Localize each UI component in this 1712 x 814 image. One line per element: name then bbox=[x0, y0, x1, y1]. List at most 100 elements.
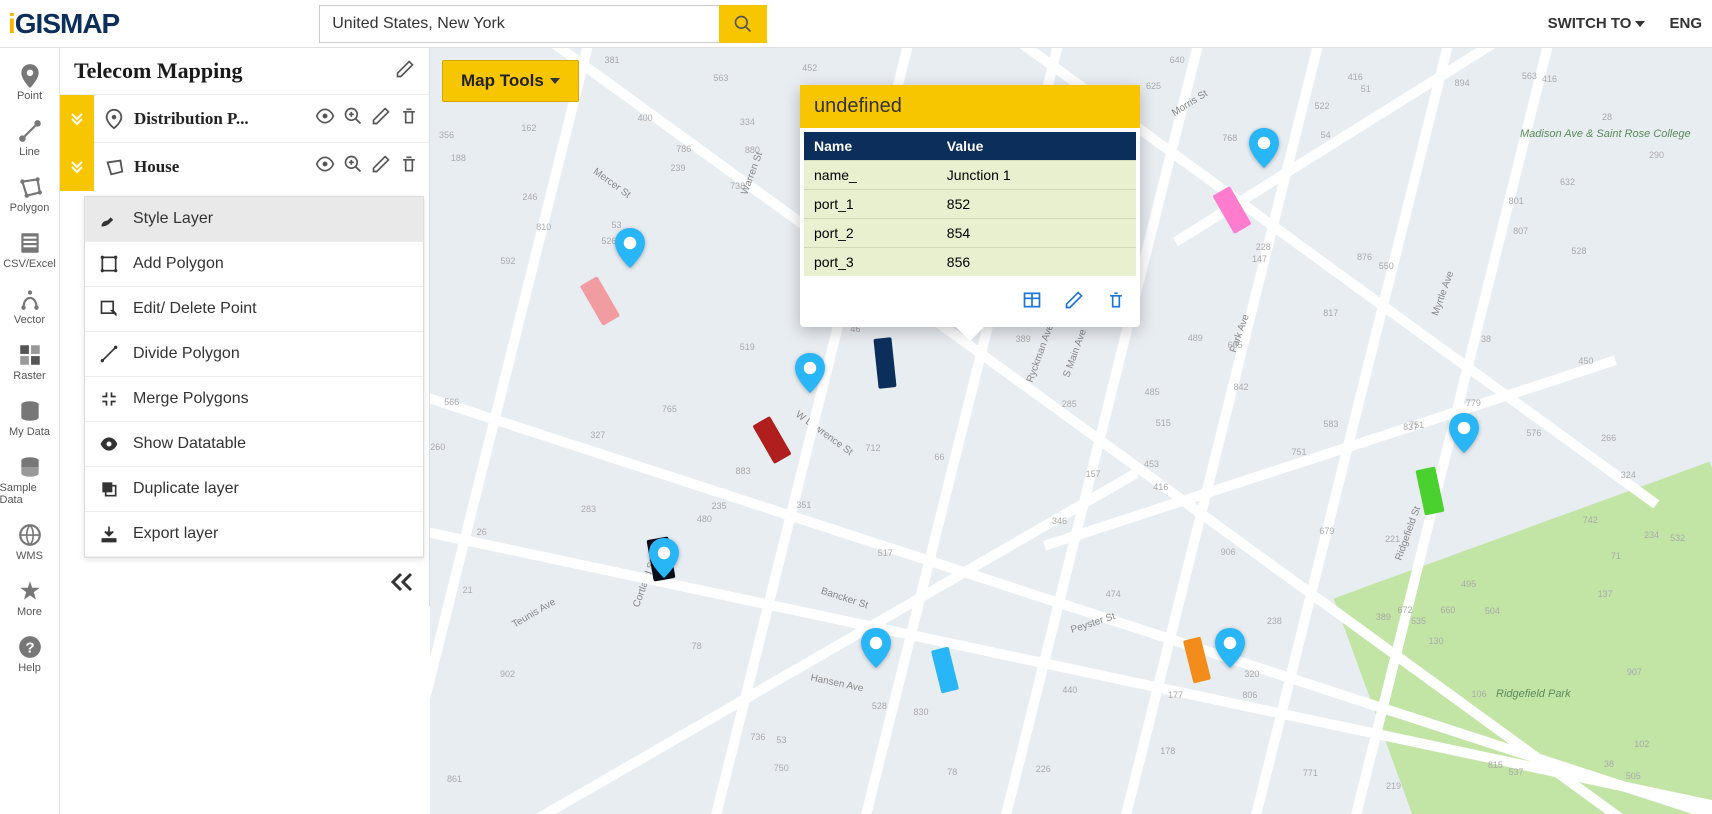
layer-zoom-button[interactable] bbox=[343, 106, 363, 131]
road-label: Teunis Ave bbox=[510, 597, 557, 631]
panel-collapse-button[interactable] bbox=[60, 558, 429, 606]
pin-icon bbox=[649, 538, 679, 578]
chevron-double-down-icon bbox=[69, 111, 85, 127]
tool-help[interactable]: ?Help bbox=[0, 628, 60, 680]
search-input[interactable] bbox=[319, 5, 719, 43]
tool-line[interactable]: Line bbox=[0, 112, 60, 164]
lot-number: 285 bbox=[1062, 399, 1077, 409]
brand-logo[interactable]: iGISMAP bbox=[8, 8, 119, 40]
layer-name[interactable]: Distribution P... bbox=[134, 109, 315, 129]
layer-visibility-button[interactable] bbox=[315, 106, 335, 131]
tool-csv[interactable]: CSV/Excel bbox=[0, 224, 60, 276]
lot-number: 137 bbox=[1598, 589, 1613, 599]
map-pin[interactable] bbox=[649, 538, 679, 578]
layer-delete-button[interactable] bbox=[399, 106, 419, 131]
lot-number: 162 bbox=[521, 123, 536, 133]
lot-number: 550 bbox=[1379, 261, 1394, 271]
tool-vector[interactable]: Vector bbox=[0, 280, 60, 332]
road-label: Ryckman Ave bbox=[1025, 323, 1056, 384]
lot-number: 235 bbox=[712, 501, 727, 511]
tool-wms[interactable]: WMS bbox=[0, 516, 60, 568]
map-pin[interactable] bbox=[795, 353, 825, 393]
pin-icon bbox=[615, 228, 645, 268]
language-link[interactable]: ENG bbox=[1669, 15, 1702, 32]
lot-number: 320 bbox=[1244, 669, 1259, 679]
lot-number: 324 bbox=[1621, 470, 1636, 480]
map-pin[interactable] bbox=[1449, 413, 1479, 453]
tool-polygon[interactable]: Polygon bbox=[0, 168, 60, 220]
sample-icon bbox=[17, 454, 43, 480]
lot-number: 450 bbox=[1578, 356, 1593, 366]
csv-icon bbox=[17, 230, 43, 256]
layer-visibility-button[interactable] bbox=[315, 154, 335, 179]
switch-to-link[interactable]: SWITCH TO bbox=[1548, 15, 1646, 32]
lot-number: 495 bbox=[1461, 579, 1476, 589]
table-icon bbox=[1022, 290, 1042, 310]
ctx-style[interactable]: Style Layer bbox=[85, 197, 423, 242]
layer-expand-button[interactable] bbox=[60, 95, 94, 143]
lot-number: 504 bbox=[1485, 606, 1500, 616]
tool-mydata[interactable]: My Data bbox=[0, 392, 60, 444]
lot-number: 817 bbox=[1323, 308, 1338, 318]
more-icon bbox=[17, 578, 43, 604]
lot-number: 861 bbox=[447, 774, 462, 784]
point-icon bbox=[17, 62, 43, 88]
popup-cell-key: port_3 bbox=[804, 248, 937, 277]
ctx-addpoly[interactable]: Add Polygon bbox=[85, 242, 423, 287]
lot-number: 416 bbox=[1153, 482, 1168, 492]
ctx-export[interactable]: Export layer bbox=[85, 512, 423, 557]
tool-more[interactable]: More bbox=[0, 572, 60, 624]
layer-name[interactable]: House bbox=[134, 157, 315, 177]
map-canvas[interactable]: Mercer StW Lawrence StBancker StWarren S… bbox=[430, 48, 1712, 814]
lot-number: 260 bbox=[430, 442, 445, 452]
left-toolbar: Point Line PolygonCSV/ExcelVectorRasterMy … bbox=[0, 48, 60, 814]
tool-point[interactable]: Point bbox=[0, 56, 60, 108]
ctx-merge[interactable]: Merge Polygons bbox=[85, 377, 423, 422]
tool-label: Line bbox=[19, 146, 40, 158]
layer-zoom-button[interactable] bbox=[343, 154, 363, 179]
lot-number: 130 bbox=[1429, 636, 1444, 646]
popup-delete-button[interactable] bbox=[1106, 290, 1126, 315]
map-pin[interactable] bbox=[861, 628, 891, 668]
ctx-editpt[interactable]: Edit/ Delete Point bbox=[85, 287, 423, 332]
lot-number: 765 bbox=[662, 404, 677, 414]
popup-edit-button[interactable] bbox=[1064, 290, 1084, 315]
lot-number: 480 bbox=[697, 514, 712, 524]
lot-number: 807 bbox=[1513, 226, 1528, 236]
layer-edit-button[interactable] bbox=[371, 154, 391, 179]
layer-edit-button[interactable] bbox=[371, 106, 391, 131]
road-label: Myrtle Ave bbox=[1430, 270, 1456, 317]
tool-label: More bbox=[17, 606, 42, 618]
lot-number: 440 bbox=[1062, 685, 1077, 695]
ctx-datatable[interactable]: Show Datatable bbox=[85, 422, 423, 467]
road-label: S Main Ave bbox=[1061, 328, 1089, 379]
lot-number: 906 bbox=[1221, 547, 1236, 557]
popup-table-button[interactable] bbox=[1022, 290, 1042, 315]
layer-delete-button[interactable] bbox=[399, 154, 419, 179]
lot-number: 815 bbox=[1488, 760, 1503, 770]
search-button[interactable] bbox=[719, 5, 767, 43]
editpt-icon bbox=[99, 299, 119, 319]
ctx-duplicate[interactable]: Duplicate layer bbox=[85, 467, 423, 512]
map-pin[interactable] bbox=[615, 228, 645, 268]
layer-type-icon bbox=[94, 108, 134, 130]
ctx-divide[interactable]: Divide Polygon bbox=[85, 332, 423, 377]
wms-icon bbox=[17, 522, 43, 548]
pencil-icon bbox=[371, 154, 391, 174]
zoom-in-icon bbox=[343, 106, 363, 126]
tool-raster[interactable]: Raster bbox=[0, 336, 60, 388]
lot-number: 228 bbox=[1256, 242, 1271, 252]
panel-edit-button[interactable] bbox=[395, 59, 415, 84]
lot-number: 53 bbox=[776, 735, 786, 745]
map-tools-button[interactable]: Map Tools bbox=[442, 60, 579, 102]
layer-expand-button[interactable] bbox=[60, 143, 94, 191]
lot-number: 389 bbox=[1016, 334, 1031, 344]
style-icon bbox=[99, 209, 119, 229]
trash-icon bbox=[399, 106, 419, 126]
layer-row: House bbox=[60, 142, 429, 190]
lot-number: 283 bbox=[581, 504, 596, 514]
tool-sample[interactable]: Sample Data bbox=[0, 448, 60, 512]
map-pin[interactable] bbox=[1249, 128, 1279, 168]
lot-number: 742 bbox=[1583, 515, 1598, 525]
map-pin[interactable] bbox=[1215, 628, 1245, 668]
